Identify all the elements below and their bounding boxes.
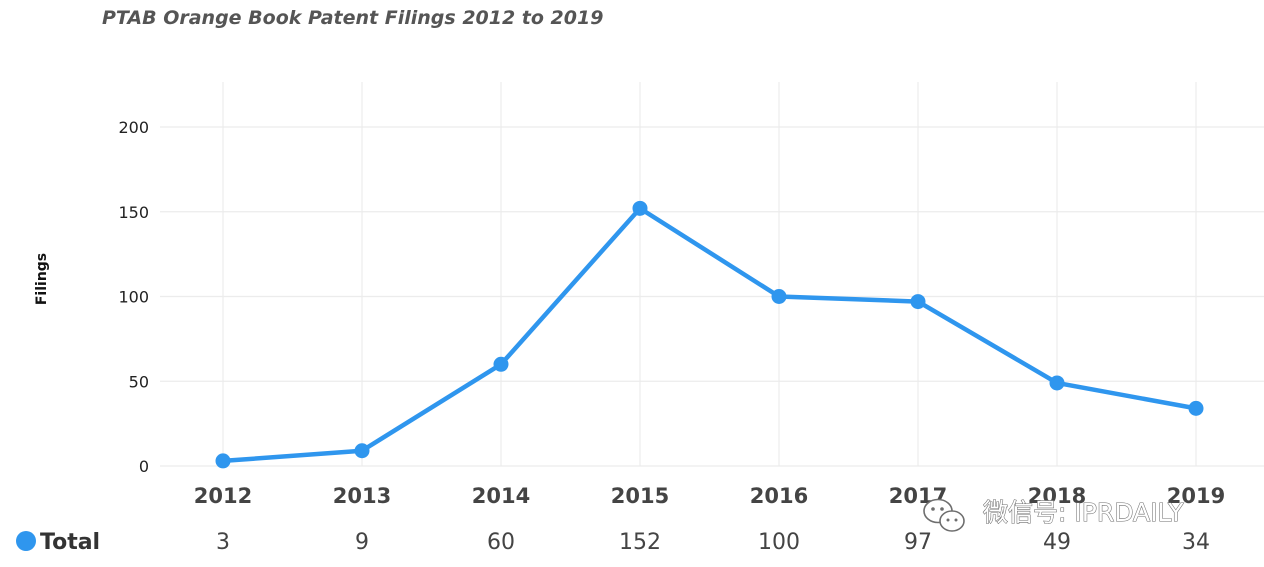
- data-table-row: 3 9 60 152 100 97 49 34: [216, 530, 1210, 555]
- wechat-icon: [923, 498, 965, 532]
- data-point[interactable]: [910, 294, 926, 310]
- data-point[interactable]: [215, 453, 231, 469]
- watermark: 微信号: IPRDAILY: [923, 497, 1185, 532]
- x-tick-label: 2016: [750, 484, 808, 508]
- y-tick-label: 150: [118, 203, 149, 222]
- data-table-value: 9: [355, 530, 369, 555]
- data-point[interactable]: [1188, 400, 1204, 416]
- legend-label-total: Total: [40, 530, 100, 555]
- x-tick-label: 2012: [194, 484, 252, 508]
- series-total: [215, 200, 1204, 469]
- x-tick-label: 2018: [1028, 484, 1086, 508]
- y-tick-label: 50: [129, 372, 149, 391]
- data-point[interactable]: [493, 356, 509, 372]
- x-axis-ticks: 2012 2013 2014 2015 2016 2017 2018 2019: [194, 484, 1225, 508]
- y-tick-label: 200: [118, 118, 149, 137]
- y-tick-label: 100: [118, 288, 149, 307]
- y-axis-ticks: 0 50 100 150 200: [118, 118, 149, 476]
- data-point[interactable]: [1049, 375, 1065, 391]
- grid-lines: [160, 82, 1264, 467]
- data-table-value: 152: [619, 530, 661, 555]
- data-point[interactable]: [354, 443, 370, 459]
- x-tick-label: 2019: [1167, 484, 1225, 508]
- x-tick-label: 2014: [472, 484, 530, 508]
- x-tick-label: 2013: [333, 484, 391, 508]
- legend[interactable]: Total: [16, 530, 100, 555]
- series-line-total: [220, 206, 1199, 464]
- data-table-value: 97: [904, 530, 932, 555]
- chart-title: PTAB Orange Book Patent Filings 2012 to …: [102, 7, 603, 29]
- data-table-value: 60: [487, 530, 515, 555]
- y-tick-label: 0: [139, 457, 149, 476]
- data-table-value: 34: [1182, 530, 1210, 555]
- x-tick-label: 2015: [611, 484, 669, 508]
- data-point[interactable]: [632, 200, 648, 216]
- legend-marker-total: [16, 531, 36, 551]
- data-point[interactable]: [771, 289, 787, 304]
- data-table-value: 3: [216, 530, 230, 555]
- watermark-text: 微信号: IPRDAILY: [983, 498, 1184, 527]
- data-table-value: 100: [758, 530, 800, 555]
- y-axis-label: Filings: [34, 253, 50, 305]
- data-table-value: 49: [1043, 530, 1071, 555]
